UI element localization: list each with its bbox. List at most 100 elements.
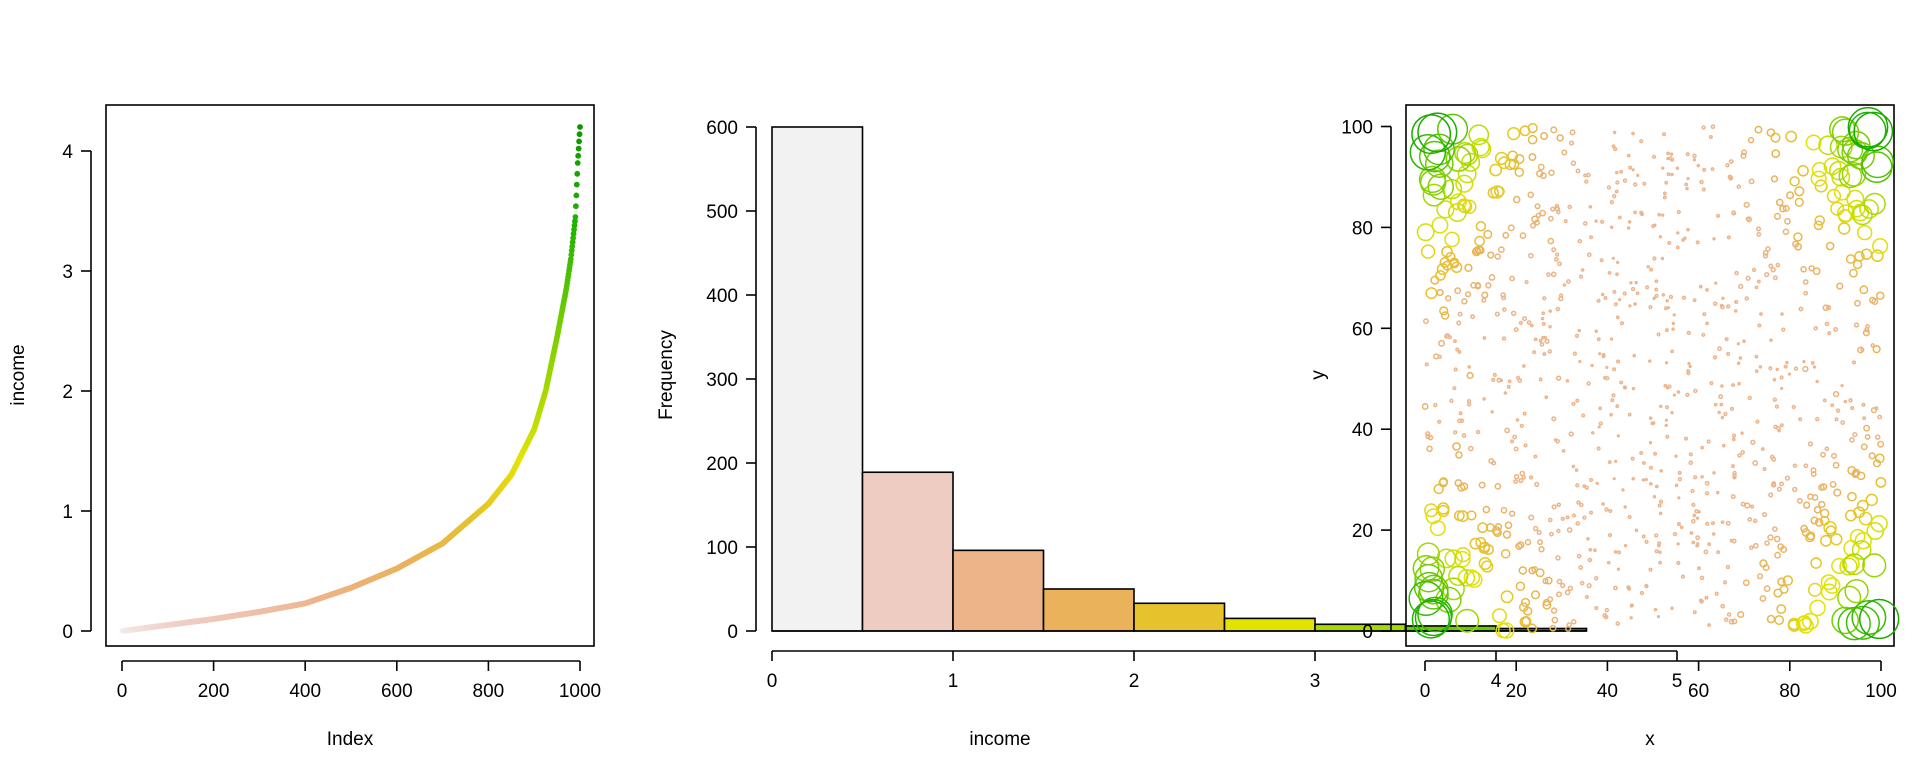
- data-point: [1571, 464, 1576, 469]
- data-point: [1515, 418, 1520, 422]
- data-point: [1475, 221, 1487, 232]
- data-point: [1601, 352, 1606, 357]
- data-point: [1670, 606, 1674, 610]
- data-point: [1813, 506, 1822, 514]
- data-point: [1664, 361, 1669, 365]
- data-point: [1779, 481, 1784, 487]
- data-point: [1677, 477, 1683, 482]
- data-point: [1606, 185, 1612, 190]
- data-point: [1747, 395, 1752, 401]
- data-point: [1551, 247, 1557, 253]
- data-point: [1830, 201, 1845, 216]
- data-point: [1756, 573, 1764, 580]
- data-point: [1515, 581, 1526, 592]
- histogram-bar: [1133, 602, 1226, 632]
- data-point: [1833, 391, 1840, 398]
- data-point: [1846, 189, 1865, 208]
- data-point: [1648, 465, 1654, 470]
- x-tick-label: 0: [767, 671, 778, 692]
- data-point: [1568, 140, 1575, 146]
- data-point: [1845, 254, 1856, 264]
- data-point: [1556, 502, 1562, 508]
- data-point: [1839, 557, 1858, 576]
- data-point: [1700, 475, 1704, 479]
- data-point: [1590, 431, 1595, 435]
- data-point: [1652, 256, 1657, 261]
- data-point: [1444, 333, 1451, 339]
- data-point: [1726, 235, 1731, 240]
- data-point: [1513, 446, 1519, 452]
- data-point: [1875, 476, 1887, 488]
- data-point: [1731, 437, 1736, 442]
- data-point: [1527, 623, 1538, 634]
- data-point: [1575, 521, 1581, 526]
- data-point: [1536, 170, 1544, 178]
- data-point: [1549, 624, 1557, 632]
- data-point: [1605, 365, 1609, 369]
- data-point: [1751, 267, 1757, 273]
- data-point: [1414, 598, 1453, 637]
- data-point: [1542, 600, 1552, 610]
- data-point: [1864, 433, 1871, 440]
- data-point: [1576, 500, 1581, 505]
- data-point: [1840, 420, 1846, 425]
- x-axis: 0 20 40 60 80 100: [1420, 660, 1897, 702]
- data-point: [1813, 220, 1824, 231]
- x-tick-label: 0: [1420, 681, 1431, 702]
- data-point: [1664, 180, 1669, 185]
- data-point: [1737, 381, 1741, 386]
- data-point: [1554, 252, 1560, 257]
- data-point: [1841, 555, 1860, 573]
- data-point: [1749, 545, 1754, 550]
- data-point: [1670, 349, 1675, 354]
- data-point: [1436, 288, 1444, 297]
- data-point: [1815, 379, 1819, 384]
- data-point: [1652, 296, 1656, 301]
- data-point: [1551, 504, 1557, 510]
- data-point: [1687, 361, 1691, 366]
- data-point: [1851, 540, 1872, 560]
- data-point: [1701, 332, 1706, 337]
- data-point: [1731, 618, 1738, 625]
- data-point: [1812, 365, 1817, 369]
- data-point: [1441, 245, 1453, 258]
- data-point: [1836, 282, 1844, 290]
- histogram-bar: [1314, 623, 1407, 632]
- data-point: [1699, 599, 1704, 604]
- data-point: [1612, 130, 1617, 135]
- data-point: [1504, 427, 1510, 434]
- data-point: [1631, 131, 1635, 136]
- data-point: [1772, 275, 1778, 281]
- data-point: [1872, 238, 1889, 255]
- data-point: [1808, 582, 1823, 597]
- data-point: [1490, 185, 1504, 199]
- data-point: [1666, 172, 1671, 177]
- data-point: [1710, 521, 1715, 526]
- data-point: [1437, 504, 1450, 518]
- y-tick-label: 300: [706, 370, 738, 391]
- data-point: [1538, 377, 1543, 382]
- data-point: [1772, 526, 1778, 532]
- data-point: [1773, 212, 1781, 220]
- data-point: [1532, 350, 1537, 355]
- data-point: [1615, 272, 1619, 277]
- data-point: [1550, 206, 1556, 212]
- x-tick-label: 1000: [559, 681, 601, 702]
- data-point: [1424, 362, 1429, 367]
- y-axis-title: Frequency: [656, 330, 677, 420]
- data-point: [1631, 386, 1636, 391]
- data-point: [1661, 293, 1666, 297]
- data-point: [1617, 215, 1622, 220]
- data-point: [1829, 480, 1837, 488]
- data-point: [1728, 159, 1734, 164]
- data-point: [1500, 292, 1506, 298]
- data-point: [1780, 312, 1784, 316]
- data-point: [1806, 531, 1816, 541]
- data-point: [1692, 153, 1697, 159]
- data-point: [1844, 579, 1869, 604]
- data-point: [1535, 568, 1545, 578]
- data-point: [1577, 238, 1583, 244]
- data-point: [574, 160, 581, 166]
- data-point: [1547, 237, 1555, 245]
- data-point: [1675, 166, 1680, 170]
